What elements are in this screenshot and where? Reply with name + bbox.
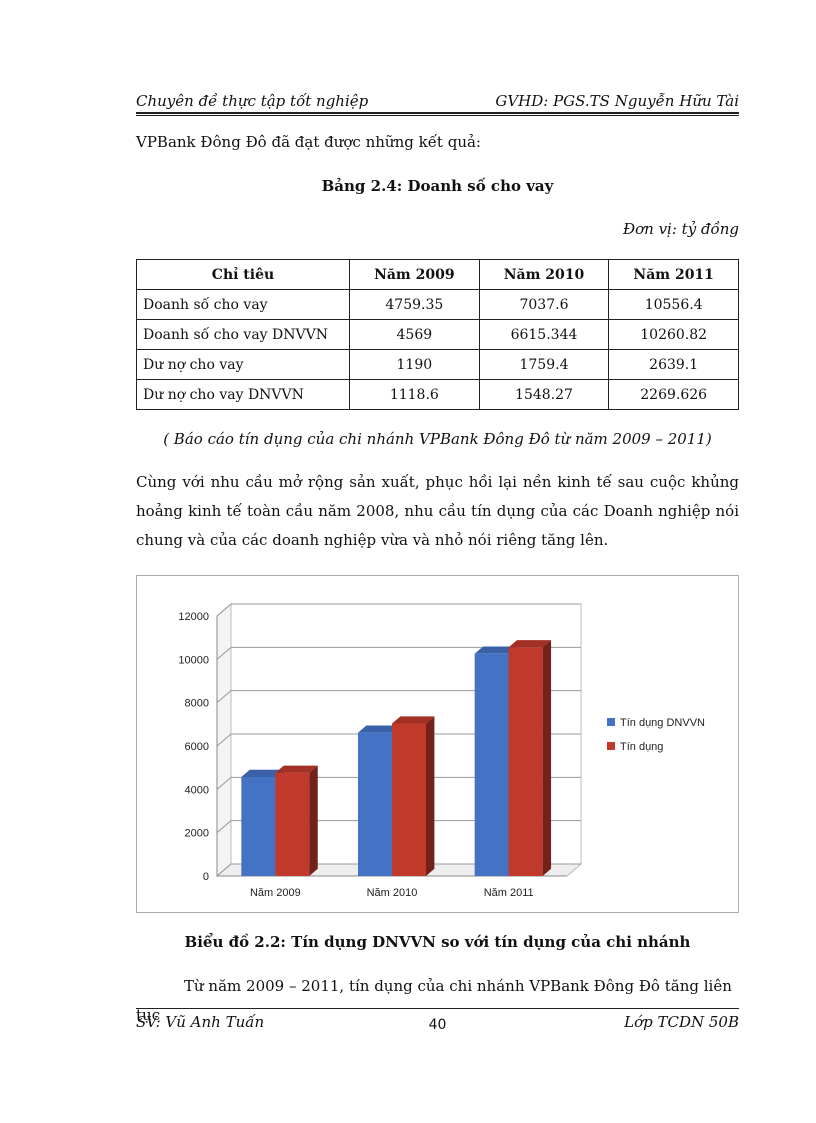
cell: 10260.82 [608,319,739,350]
cell: 1118.6 [349,379,480,410]
footer-left: SV: Vũ Anh Tuấn [136,1013,265,1031]
table-header-row: Chỉ tiêu Năm 2009 Năm 2010 Năm 2011 [136,259,739,290]
row-label: Dư nợ cho vay [136,349,350,380]
table-title: Bảng 2.4: Doanh số cho vay [321,177,554,195]
y-tick-label: 2000 [185,828,209,840]
row-label: Doanh số cho vay [136,289,350,320]
col-header: Năm 2010 [478,259,610,290]
y-tick-label: 6000 [185,741,209,753]
header-rule-thin [136,115,739,116]
loan-table: Chỉ tiêu Năm 2009 Năm 2010 Năm 2011 Doan… [136,259,739,410]
table-row: Doanh số cho vay DNVVN 4569 6615.344 102… [136,319,739,350]
x-tick-label: Năm 2010 [367,887,418,899]
credit-chart: 0 2000 4000 6000 8000 10000 12000 Năm 2009 Năm 2… [136,575,739,913]
cell: 4759.35 [349,289,480,320]
cell: 1548.27 [478,379,610,410]
y-tick-label: 12000 [178,611,209,623]
bar [392,723,426,876]
x-tick-label: Năm 2011 [484,887,534,899]
bar-side [426,716,435,876]
y-tick-label: 4000 [185,784,209,796]
cell: 7037.6 [478,289,610,320]
table-row: Dư nợ cho vay 1190 1759.4 2639.1 [136,349,739,380]
unit-label: Đơn vị: tỷ đồng [623,220,739,238]
table-row: Dư nợ cho vay DNVVN 1118.6 1548.27 2269.… [136,379,739,410]
bar [474,653,509,876]
gridline [216,603,581,617]
col-header: Năm 2009 [349,259,480,290]
bar-side [542,640,552,876]
header-left: Chuyên đề thực tập tốt nghiệp [136,92,369,110]
bar-top [358,725,401,733]
footer-rule [136,1008,739,1009]
gridline [216,733,581,747]
body-paragraph: Cùng với nhu cầu mở rộng sản xuất, phục … [136,473,739,549]
row-label: Dư nợ cho vay DNVVN [136,379,350,410]
gridline [216,863,581,877]
cell: 6615.344 [478,319,610,350]
gridline [216,690,581,704]
footer-right: Lớp TCDN 50B [624,1013,739,1031]
cell: 4569 [349,319,480,350]
table-row: Doanh số cho vay 4759.35 7037.6 10556.4 [136,289,739,320]
y-tick-label: 10000 [178,654,209,666]
col-header: Chỉ tiêu [136,259,350,290]
cell: 1759.4 [478,349,610,380]
table-source: ( Báo cáo tín dụng của chi nhánh VPBank … [163,430,712,448]
legend-label: Tín dụng [620,741,663,753]
col-header: Năm 2011 [608,259,739,290]
chart-caption: Biểu đồ 2.2: Tín dụng DNVVN so với tín d… [184,933,691,951]
bar [241,777,276,876]
bar-top [392,716,435,724]
gridline [216,820,581,834]
legend-swatch [607,718,615,726]
bar-top [241,769,284,778]
bar-top [508,640,552,648]
y-tick-label: 8000 [185,698,209,710]
x-tick-label: Năm 2009 [250,887,301,899]
cell: 1190 [349,349,480,380]
bar [508,647,543,876]
page-number: 40 [428,1017,447,1033]
intro-text: VPBank Đông Đô đã đạt được những kết quả… [136,133,481,151]
cell: 10556.4 [608,289,739,320]
legend-swatch [607,742,615,750]
gridline [216,776,581,790]
last-line: Từ năm 2009 – 2011, tín dụng của chi nhá… [136,977,732,1024]
legend-label: Tín dụng DNVVN [620,717,705,729]
y-tick-label: 0 [203,871,209,883]
bar-top [275,765,318,773]
bar-side [309,765,318,876]
chart-svg: 0 2000 4000 6000 8000 10000 12000 Năm 2009 Năm 2… [178,602,705,899]
cell: 2639.1 [608,349,739,380]
row-label: Doanh số cho vay DNVVN [136,319,350,350]
gridline [216,646,581,660]
bar-top [474,646,518,654]
bar [275,772,310,876]
cell: 2269.626 [608,379,739,410]
bar [358,732,392,876]
header-right: GVHD: PGS.TS Nguyễn Hữu Tài [495,92,739,110]
header-rule [136,112,739,114]
